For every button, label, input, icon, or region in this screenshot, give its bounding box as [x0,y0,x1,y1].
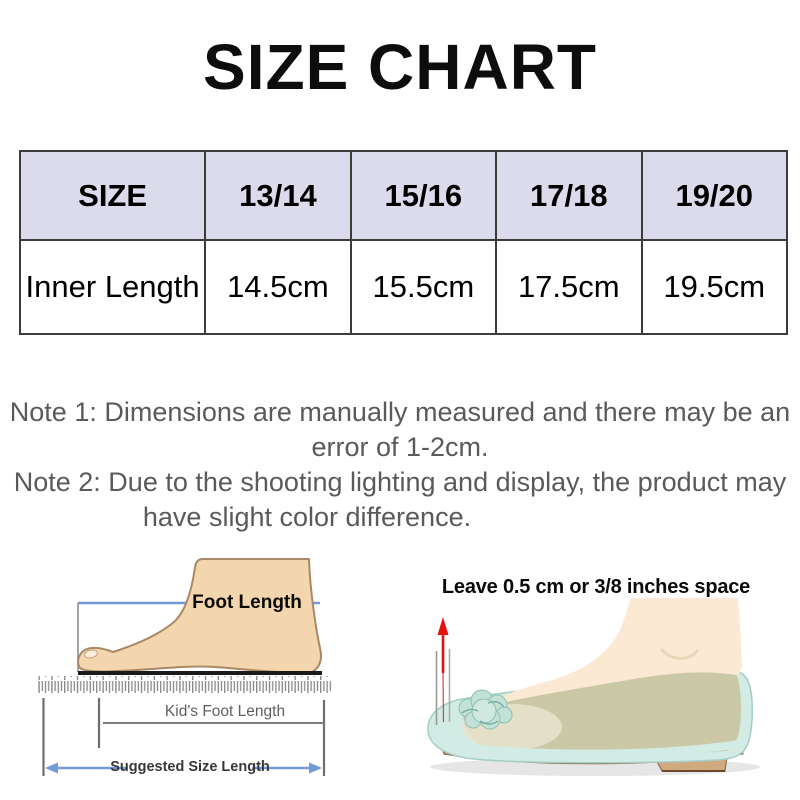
red-arrow-icon [437,617,449,723]
col-header-13-14: 13/14 [204,150,352,241]
page-title: SIZE CHART [203,31,597,103]
cell-value-4: 19.5cm [640,239,788,335]
baseline-bar [78,671,322,675]
row-label: Inner Length [18,239,207,335]
note-1-line-1: Note 1: Dimensions are manually measured… [9,397,791,427]
suggested-size-length-label: Suggested Size Length [110,759,270,775]
note-1-line-2: error of 1-2cm. [311,432,489,462]
shoe-fit-diagram: Leave 0.5 cm or 3/8 inches space [400,545,800,800]
size-table: SIZE 13/14 15/16 17/18 19/20 Inner Lengt… [18,150,788,335]
cell-value-1: 14.5cm [204,239,352,335]
table-row-inner-length: Inner Length 14.5cm 15.5cm 17.5cm 19.5cm [18,239,788,335]
foot-illustration [77,558,322,674]
ruler [38,676,332,693]
toenail [84,649,98,659]
shoe-illustration [427,667,753,764]
fit-caption: Leave 0.5 cm or 3/8 inches space [441,576,751,598]
kids-foot-length-measure [42,698,326,776]
cell-value-3: 17.5cm [495,239,643,335]
col-header-17-18: 17/18 [495,150,643,241]
ankle-bone [660,648,699,660]
col-header-19-20: 19/20 [640,150,788,241]
foot-measurement-diagram: Foot Length Kid's Foot Length Suggested … [0,545,400,800]
kids-foot-length-label: Kid's Foot Length [164,703,286,720]
leg-illustration [476,598,742,709]
notes-block: Note 1: Dimensions are manually measured… [0,395,800,535]
space-measure-lines [435,649,451,725]
note-2-line-1: Note 2: Due to the shooting lighting and… [13,467,787,497]
foot-length-label: Foot Length [192,592,302,613]
col-header-size: SIZE [18,150,207,241]
shoe-flower [458,689,513,730]
shoe-fit-illustration [427,598,760,776]
suggested-size-arrows [45,762,322,774]
cell-value-2: 15.5cm [349,239,498,335]
table-header-row: SIZE 13/14 15/16 17/18 19/20 [18,150,788,241]
col-header-15-16: 15/16 [349,150,498,241]
note-2-line-2: have slight color difference. [142,502,472,532]
foot-measurement-illustration [38,558,332,776]
